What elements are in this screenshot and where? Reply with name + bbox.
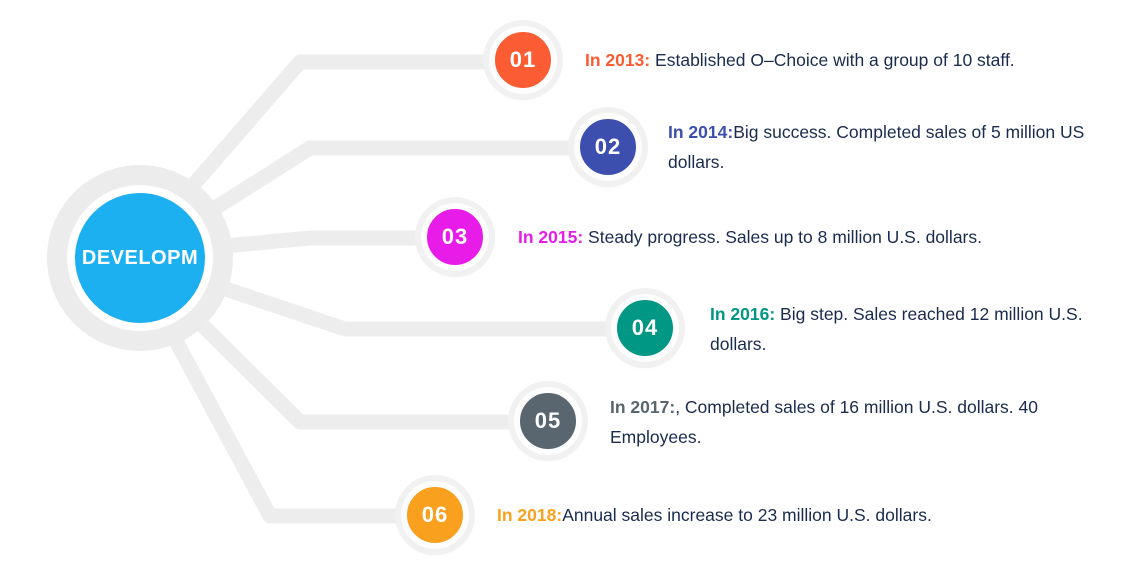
connector-2013 [142, 54, 528, 243]
milestone-text-2018: In 2018:Annual sales increase to 23 mill… [497, 500, 1097, 530]
milestone-badge-2013: 01 [489, 26, 557, 94]
milestone-number: 02 [594, 134, 622, 159]
connector-2017 [147, 270, 552, 430]
milestone-number: 04 [631, 315, 659, 340]
milestone-text-2016: In 2016: Big step. Sales reached 12 mill… [710, 299, 1102, 359]
milestone-badge-2018: 06 [401, 481, 469, 549]
milestone-year-label: In 2016: [710, 304, 776, 324]
milestone-text-2017: In 2017:, Completed sales of 16 million … [610, 392, 1072, 452]
milestone-number: 01 [509, 47, 537, 72]
milestone-description: Big success. Completed sales of 5 millio… [668, 122, 1085, 172]
connector-2014 [152, 140, 612, 251]
milestone-description: , Completed sales of 16 million U.S. dol… [610, 397, 1038, 447]
milestone-text-2015: In 2015: Steady progress. Sales up to 8 … [518, 222, 1118, 252]
milestone-description: Big step. Sales reached 12 million U.S. … [710, 304, 1083, 354]
milestone-year-label: In 2013: [585, 50, 651, 70]
milestone-year-label: In 2015: [518, 227, 584, 247]
milestone-number: 03 [441, 224, 469, 249]
milestone-year-label: In 2014: [668, 122, 734, 142]
milestone-text-2014: In 2014:Big success. Completed sales of … [668, 117, 1120, 177]
milestone-badge-2016: 04 [611, 294, 679, 362]
milestone-number: 05 [534, 408, 562, 433]
milestone-description: Steady progress. Sales up to 8 million U… [583, 227, 982, 247]
milestone-number: 06 [421, 502, 449, 527]
connector-2016 [155, 260, 648, 337]
milestone-year-label: In 2017: [610, 397, 676, 417]
milestone-description: Annual sales increase to 23 million U.S.… [562, 505, 932, 525]
milestone-year-label: In 2018: [497, 505, 563, 525]
milestone-text-2013: In 2013: Established O–Choice with a gro… [585, 45, 1144, 75]
milestone-description: Established O–Choice with a group of 10 … [650, 50, 1015, 70]
center-label: DEVELOPM [81, 246, 199, 269]
milestone-badge-2017: 05 [514, 387, 582, 455]
connector-2018 [139, 279, 440, 524]
center-circle: DEVELOPM [67, 185, 213, 331]
milestone-badge-2015: 03 [421, 203, 489, 271]
milestone-badge-2014: 02 [574, 113, 642, 181]
